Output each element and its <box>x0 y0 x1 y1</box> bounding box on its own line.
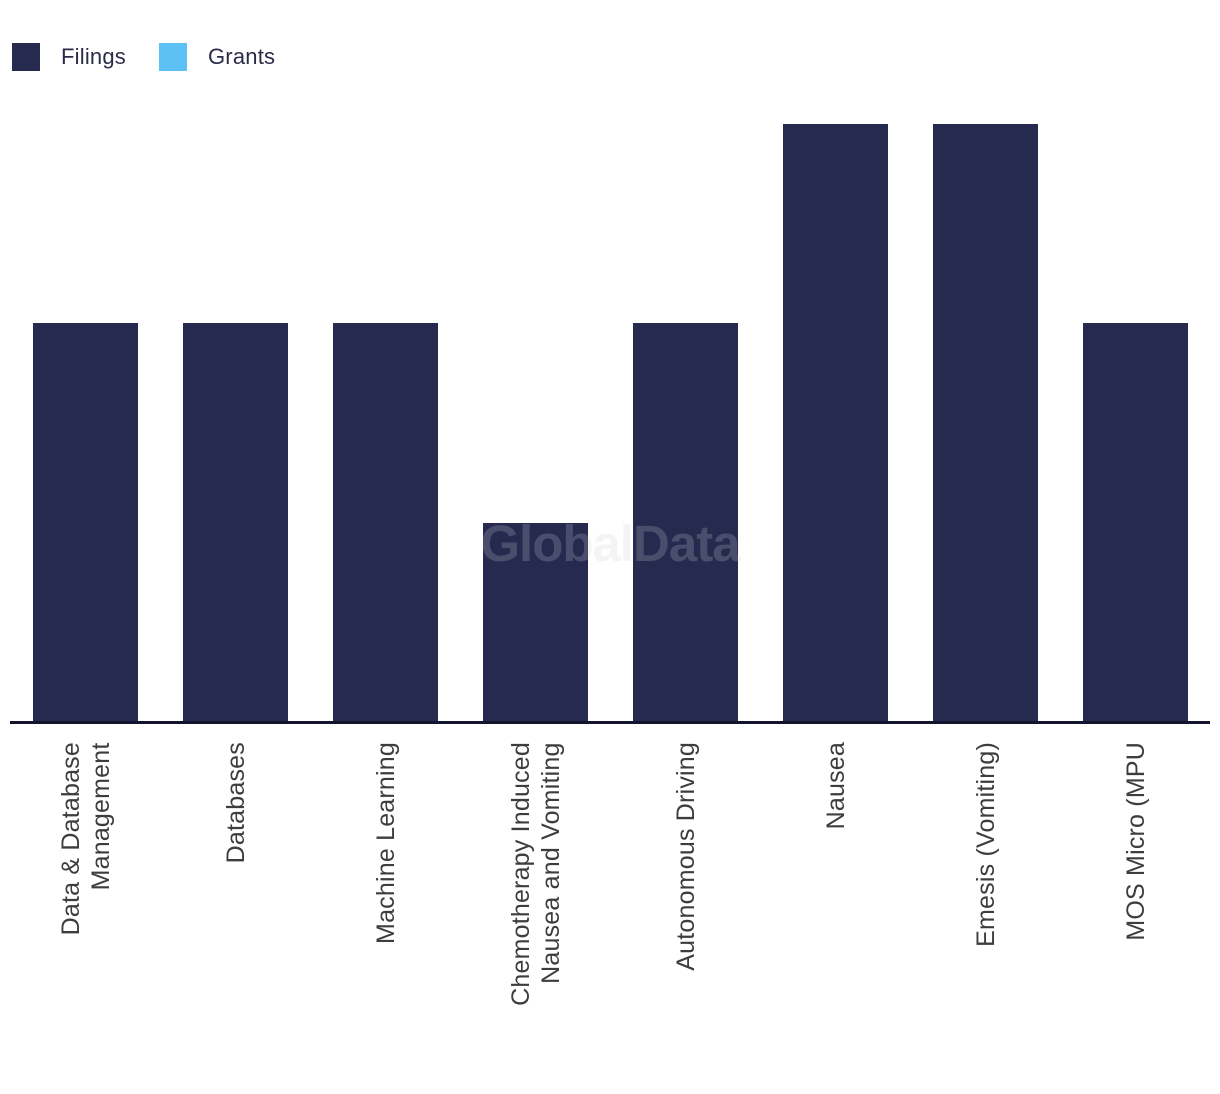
filings-bar[interactable] <box>633 323 738 722</box>
filings-bar[interactable] <box>333 323 438 722</box>
filings-bar[interactable] <box>183 323 288 722</box>
legend: Filings Grants <box>12 43 275 71</box>
filings-bar[interactable] <box>933 124 1038 722</box>
legend-label-filings: Filings <box>61 44 126 69</box>
filings-bar[interactable] <box>483 523 588 722</box>
x-tick-label: MOS Micro (MPU <box>1121 742 1150 941</box>
x-tick-label: Nausea <box>821 742 850 830</box>
filings-bar[interactable] <box>783 124 888 722</box>
x-tick-label: Machine Learning <box>371 742 400 944</box>
filings-swatch-icon <box>12 43 40 71</box>
x-tick-label: Chemotherapy Induced Nausea and Vomiting <box>506 742 565 1006</box>
x-tick-label: Emesis (Vomiting) <box>971 742 1000 947</box>
x-tick-label: Data & Database Management <box>56 742 115 936</box>
globaldata-watermark: GlobalData <box>480 515 740 572</box>
x-axis-line <box>10 721 1210 724</box>
x-tick-label: Autonomous Driving <box>671 742 700 971</box>
filings-bar[interactable] <box>33 323 138 722</box>
legend-label-grants: Grants <box>207 44 276 69</box>
filings-bar[interactable] <box>1083 323 1188 722</box>
x-tick-label: Databases <box>221 742 250 864</box>
grants-swatch-icon <box>158 43 187 71</box>
legend-item-filings[interactable]: Filings <box>12 43 126 71</box>
legend-item-grants[interactable]: Grants <box>158 43 276 71</box>
